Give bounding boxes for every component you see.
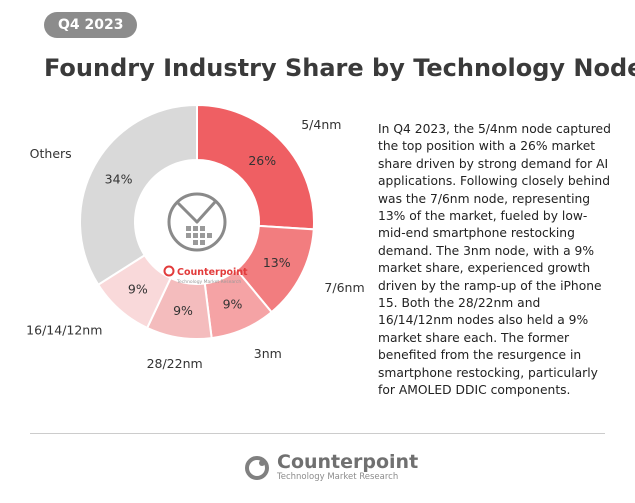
counterpoint-logo-icon [245, 455, 269, 480]
category-label-28-22nm: 28/22nm [147, 356, 203, 371]
center-wafer-icon [167, 192, 227, 252]
donut-chart: 26% 13% 9% 9% 9% 34% 5/4nm 7/6nm 3nm 28/22nm 16/1… [26, 103, 365, 371]
data-label-3nm: 9% [223, 297, 243, 312]
category-label-5-4nm: 5/4nm [301, 117, 341, 132]
center-logo-brand: Counterpoint [177, 267, 248, 278]
data-label-5-4nm: 26% [248, 153, 276, 168]
data-label-7-6nm: 13% [263, 255, 291, 270]
footer-logo: Counterpoint Technology Market Research [243, 452, 418, 483]
data-label-16-14-12nm: 9% [128, 282, 148, 297]
category-label-16-14-12nm: 16/14/12nm [26, 322, 102, 337]
footer-tagline: Technology Market Research [277, 472, 399, 482]
center-logo-tagline: Technology Market Research [176, 279, 241, 285]
slice-Others [79, 103, 198, 287]
description-text: In Q4 2023, the 5/4nm node captured the … [378, 122, 611, 398]
category-label-Others: Others [30, 146, 72, 161]
category-label-7-6nm: 7/6nm [324, 280, 364, 295]
category-label-3nm: 3nm [254, 346, 282, 361]
period-badge: Q4 2023 [44, 12, 138, 38]
center-logo: Counterpoint Technology Market Research [163, 265, 248, 285]
footer-brand: Counterpoint [277, 451, 419, 473]
divider [30, 433, 605, 434]
page-title: Foundry Industry Share by Technology Nod… [44, 54, 635, 82]
slice-5-4nm [196, 103, 315, 231]
data-label-28-22nm: 9% [173, 303, 193, 318]
data-label-Others: 34% [105, 171, 133, 186]
